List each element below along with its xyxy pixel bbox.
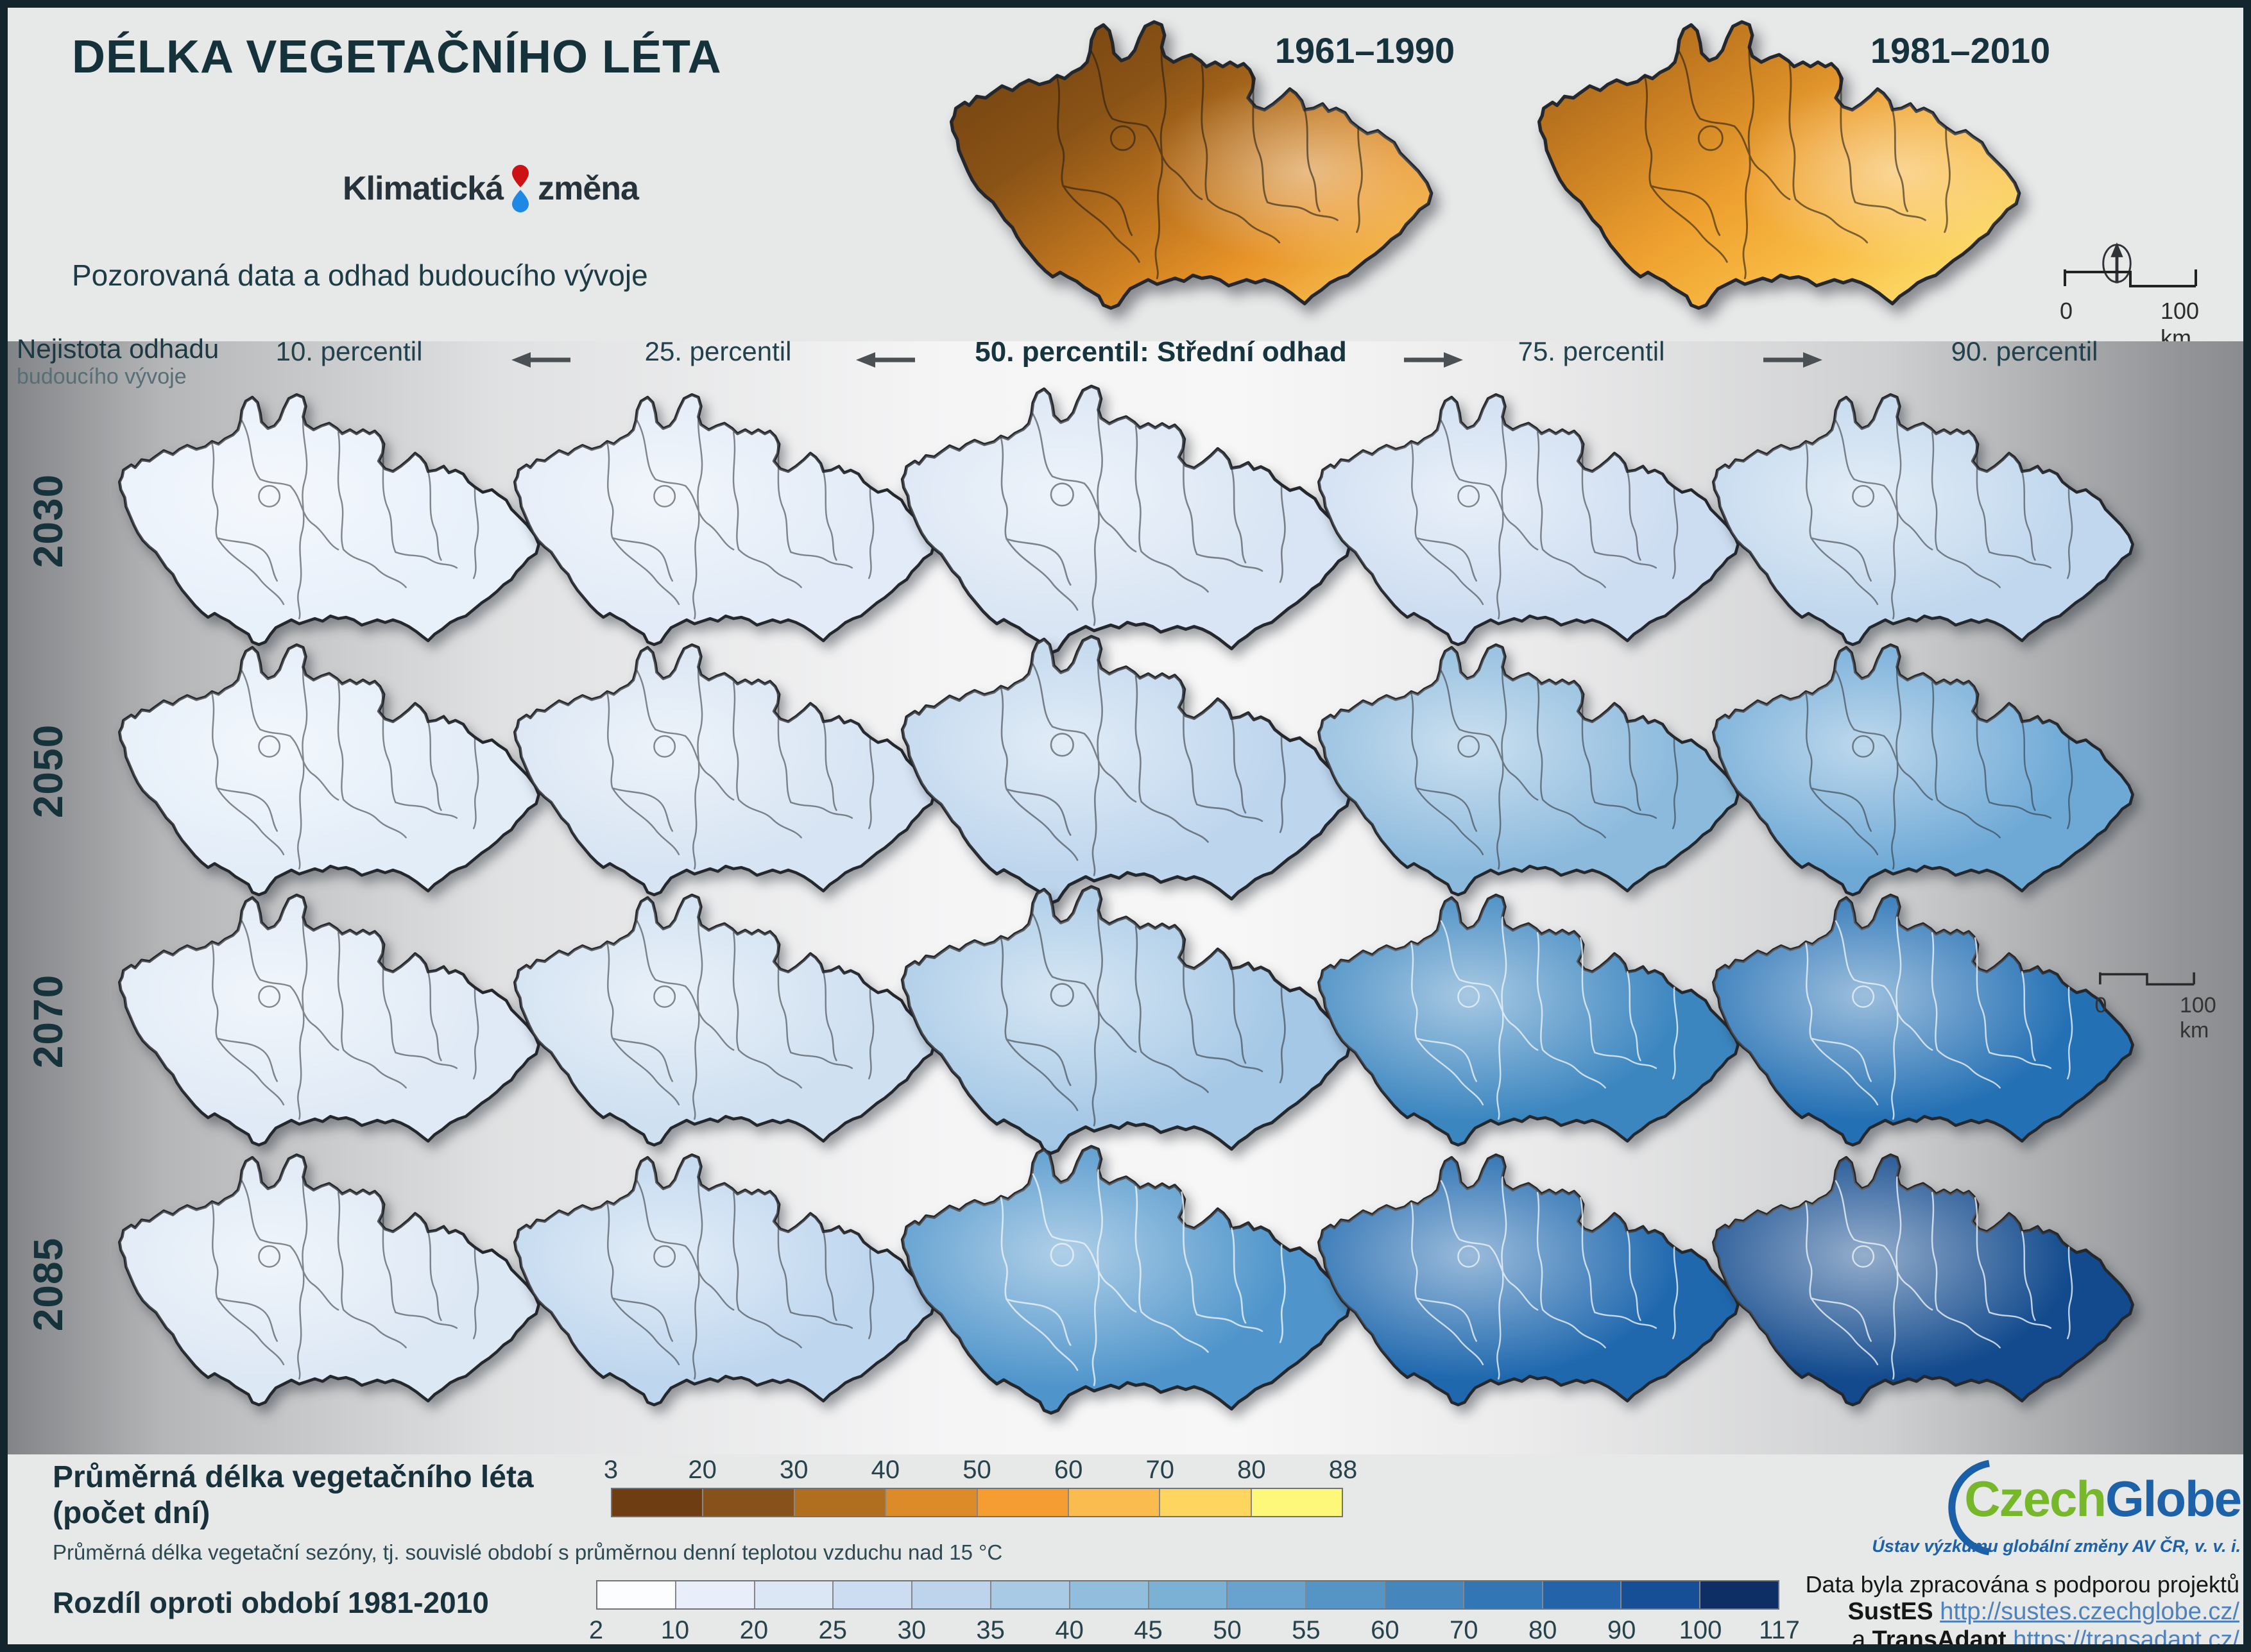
map-2070-p50 <box>891 878 1364 1164</box>
credit-project2: a TransAdapt https://transadapt.cz/ <box>1851 1626 2239 1652</box>
row-label-2070: 2070 <box>25 974 71 1069</box>
scale-bar <box>2098 970 2196 987</box>
column-header-p75: 75. percentil <box>1518 336 1665 366</box>
map-2050-p90 <box>1703 637 2146 905</box>
czechglobe-arc-icon <box>1928 1457 1998 1558</box>
project2-name: TransAdapt <box>1872 1626 2007 1652</box>
map-2085-p90 <box>1703 1147 2146 1415</box>
project2-prefix: a <box>1851 1626 1866 1652</box>
arrow-left-icon <box>856 350 918 370</box>
map-2085-p75 <box>1308 1147 1751 1415</box>
period-label-1981-2010: 1981–2010 <box>1870 30 2051 71</box>
scale-100km-label: 100 km <box>2180 993 2216 1043</box>
project2-link[interactable]: https://transadapt.cz/ <box>2013 1626 2239 1652</box>
legend-days-title-line1: Průměrná délka vegetačního léta <box>53 1460 534 1494</box>
map-2050-p75 <box>1308 637 1751 905</box>
map-2085-p10 <box>109 1147 552 1415</box>
column-header-p25: 25. percentil <box>644 336 792 366</box>
uncertainty-label-line2: budoucího vývoje <box>17 364 187 389</box>
uncertainty-label-line1: Nejistota odhadu <box>17 334 219 364</box>
row-label-2030: 2030 <box>25 473 71 568</box>
logo-word-2: změna <box>538 170 639 207</box>
arrow-right-icon <box>1761 350 1822 370</box>
scale-100km-label: 100 km <box>2161 298 2200 351</box>
map-2030-p75 <box>1308 387 1751 655</box>
legend-diff-ticks: 2 10 20 25 30 35 40 45 50 55 60 70 80 90… <box>588 1616 1800 1644</box>
subtitle: Pozorovaná data a odhad budoucího vývoje <box>72 259 648 292</box>
page-title: DÉLKA VEGETAČNÍHO LÉTA <box>72 31 722 83</box>
czechglobe-tagline: Ústav výzkumu globální změny AV ČR, v. v… <box>1872 1537 2241 1556</box>
north-arrow-icon <box>2098 237 2135 290</box>
legend-days-ticks: 3 20 30 40 50 60 70 80 88 <box>603 1456 1358 1484</box>
arrow-right-icon <box>1401 350 1463 370</box>
scale-bar <box>2062 267 2198 289</box>
logo-word-1: Klimatická <box>343 170 504 207</box>
legend-diff-title: Rozdíl oproti období 1981-2010 <box>53 1586 489 1619</box>
row-label-2085: 2085 <box>25 1237 71 1332</box>
legend-days-caption: Průměrná délka vegetační sezóny, tj. sou… <box>53 1540 1003 1564</box>
climate-drops-icon <box>512 165 529 212</box>
arrow-left-icon <box>511 350 573 370</box>
row-label-2050: 2050 <box>25 724 71 819</box>
map-2085-p50 <box>891 1138 1364 1424</box>
credit-project1: SustES http://sustes.czechglobe.cz/ <box>1848 1598 2239 1626</box>
map-2070-p10 <box>109 887 552 1155</box>
projection-grid: Nejistota odhadu budoucího vývoje 10. pe… <box>8 334 2243 1454</box>
project1-name: SustES <box>1847 1598 1933 1625</box>
map-2030-p10 <box>109 387 552 655</box>
legend-band: Průměrná délka vegetačního léta (počet d… <box>8 1454 2243 1644</box>
scale-zero-label: 0 <box>2059 298 2073 324</box>
column-header-p50: 50. percentil: Střední odhad <box>975 336 1347 368</box>
map-2070-p25 <box>504 887 947 1155</box>
map-2050-p10 <box>109 637 552 905</box>
map-2050-p50 <box>891 628 1364 914</box>
scale-zero-label: 0 <box>2094 993 2107 1018</box>
map-2030-p25 <box>504 387 947 655</box>
map-2085-p25 <box>504 1147 947 1415</box>
map-2050-p25 <box>504 637 947 905</box>
czechglobe-logo: CzechGlobe <box>1964 1470 2242 1528</box>
map-2030-p90 <box>1703 387 2146 655</box>
legend-days-colorbar <box>611 1488 1343 1517</box>
map-2070-p90 <box>1703 887 2146 1155</box>
column-header-p90: 90. percentil <box>1951 336 2098 366</box>
klimaticka-zmena-logo: Klimatická změna <box>343 164 639 213</box>
map-2030-p50 <box>891 378 1364 664</box>
credit-support-line: Data byla zpracována s podporou projektů <box>1805 1571 2239 1597</box>
project1-link[interactable]: http://sustes.czechglobe.cz/ <box>1940 1598 2239 1625</box>
brand-globe: Globe <box>2105 1470 2242 1527</box>
legend-diff-colorbar <box>596 1580 1779 1610</box>
period-label-1961-1990: 1961–1990 <box>1274 30 1455 71</box>
column-header-p10: 10. percentil <box>275 336 423 366</box>
brand-czech: Czech <box>1964 1470 2107 1527</box>
map-2070-p75 <box>1308 887 1751 1155</box>
legend-days-title-line2: (počet dní) <box>53 1496 210 1530</box>
